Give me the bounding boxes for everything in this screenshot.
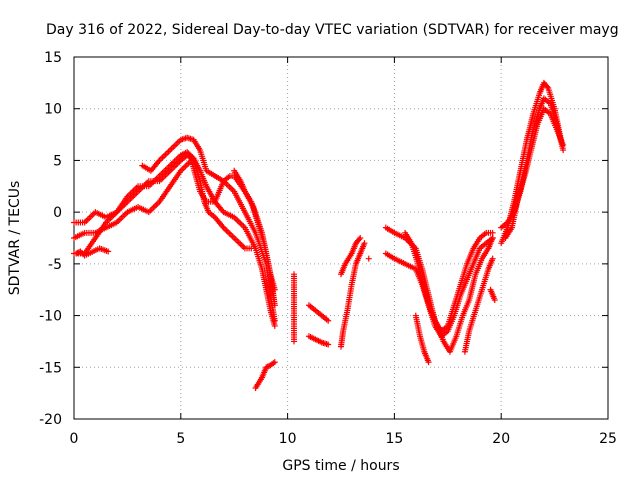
- series-isolated-13-8: [365, 255, 372, 262]
- axis-ticks: 0 5 10 15 20 25 -20 -15 -10 -5 0 5 10 15: [39, 50, 617, 447]
- y-tick-label: 0: [53, 205, 62, 221]
- data-point: [361, 240, 368, 247]
- data-point: [489, 229, 496, 236]
- series-segment-low-9: [252, 359, 278, 391]
- series-track-c: [139, 134, 278, 324]
- data-point: [365, 255, 372, 262]
- series-track-l: [461, 255, 496, 355]
- data-point: [491, 297, 498, 304]
- x-tick-label: 10: [279, 431, 297, 447]
- data-point: [425, 359, 432, 366]
- x-tick-label: 15: [385, 431, 403, 447]
- y-tick-label: -10: [39, 309, 62, 325]
- x-tick-label: 5: [176, 431, 185, 447]
- data-point: [271, 322, 278, 329]
- y-axis-label: SDTVAR / TECUs: [7, 181, 23, 296]
- y-tick-label: 15: [44, 50, 62, 66]
- data-point: [357, 235, 364, 241]
- series-track-e: [231, 167, 278, 309]
- chart-title: Day 316 of 2022, Sidereal Day-to-day VTE…: [46, 22, 619, 38]
- data-point: [325, 317, 332, 324]
- y-tick-label: 10: [44, 102, 62, 118]
- y-tick-label: -15: [39, 360, 62, 376]
- data-point: [271, 359, 278, 366]
- series-segment-left-stray: [73, 245, 112, 259]
- y-tick-label: 5: [53, 153, 62, 169]
- series-track-k: [412, 312, 432, 366]
- data-point: [489, 255, 496, 262]
- plot-frame: [73, 56, 609, 420]
- series-isolated-10: [291, 271, 298, 345]
- y-tick-label: -20: [39, 412, 62, 428]
- x-tick-label: 25: [599, 431, 617, 447]
- series-track-m: [487, 286, 498, 304]
- data-point: [356, 236, 363, 243]
- data-points: [71, 79, 567, 391]
- grid: [74, 57, 608, 419]
- x-tick-label: 20: [492, 431, 510, 447]
- data-point: [271, 317, 278, 324]
- data-point: [325, 341, 332, 348]
- y-tick-label: -5: [48, 257, 62, 273]
- data-point: [271, 302, 278, 309]
- data-point: [248, 245, 255, 252]
- data-point: [291, 338, 298, 345]
- x-axis-label: GPS time / hours: [282, 458, 399, 474]
- series-track-p: [502, 105, 567, 241]
- series-track-j: [402, 229, 496, 355]
- x-tick-label: 0: [70, 431, 79, 447]
- series-segment-11-12-b: [305, 333, 332, 348]
- series-track-f: [338, 240, 368, 350]
- data-point: [105, 248, 112, 255]
- series-track-h: [382, 224, 496, 335]
- series-track-g: [338, 235, 364, 278]
- data-point: [560, 147, 567, 154]
- series-segment-11-12-a: [305, 302, 332, 324]
- data-point: [560, 141, 567, 148]
- data-point: [544, 83, 551, 90]
- data-point: [489, 235, 496, 241]
